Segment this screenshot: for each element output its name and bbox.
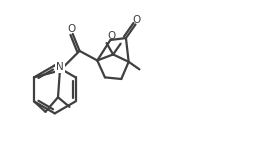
Text: O: O: [107, 31, 115, 41]
Text: O: O: [68, 24, 76, 34]
Text: N: N: [56, 62, 64, 72]
Text: O: O: [132, 15, 141, 25]
